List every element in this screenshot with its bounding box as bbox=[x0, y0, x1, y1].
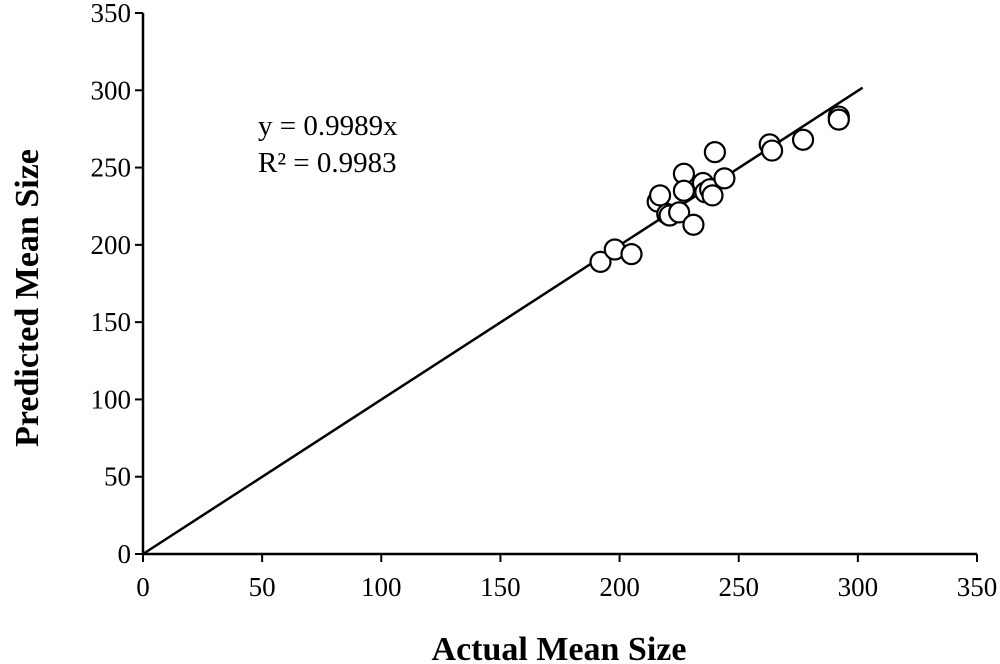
data-point bbox=[703, 141, 726, 164]
y-tick-label: 300 bbox=[91, 75, 132, 105]
trendline bbox=[142, 86, 864, 556]
data-point bbox=[760, 139, 784, 162]
data-point bbox=[668, 201, 691, 224]
data-point bbox=[648, 184, 672, 207]
data-point bbox=[791, 128, 815, 151]
data-point bbox=[827, 108, 850, 131]
x-tick-label: 200 bbox=[599, 572, 640, 602]
data-points bbox=[589, 105, 850, 273]
data-point bbox=[620, 243, 643, 266]
x-tick-label: 50 bbox=[249, 572, 276, 602]
y-tick-label: 100 bbox=[91, 384, 132, 414]
equation-annotation: y = 0.9989x bbox=[258, 110, 398, 142]
y-tick-label: 350 bbox=[91, 0, 132, 28]
x-tick-label: 250 bbox=[718, 572, 759, 602]
x-tick-label: 100 bbox=[361, 572, 402, 602]
y-tick-label: 250 bbox=[91, 153, 132, 183]
y-tick-label: 200 bbox=[91, 230, 132, 260]
y-tick-label: 0 bbox=[118, 539, 132, 569]
x-tick-label: 0 bbox=[136, 572, 150, 602]
y-axis-title: Predicted Mean Size bbox=[9, 149, 46, 447]
data-point bbox=[672, 179, 696, 202]
r-squared-annotation: R² = 0.9983 bbox=[258, 147, 397, 179]
data-point bbox=[589, 250, 612, 273]
data-point bbox=[701, 184, 724, 207]
x-axis-title: Actual Mean Size bbox=[432, 631, 687, 664]
x-tick-label: 300 bbox=[838, 572, 879, 602]
x-tick-label: 150 bbox=[480, 572, 521, 602]
data-point bbox=[713, 167, 736, 190]
tick-labels: 0 50 100 150 200 250 300 350 0 50 100 150 200 250 300 3… bbox=[91, 0, 998, 602]
y-tick-label: 50 bbox=[104, 462, 131, 492]
y-tick-label: 150 bbox=[91, 307, 132, 337]
axes bbox=[135, 12, 978, 562]
trendline-group bbox=[142, 86, 864, 556]
x-tick-label: 350 bbox=[957, 572, 998, 602]
data-point bbox=[682, 213, 705, 236]
